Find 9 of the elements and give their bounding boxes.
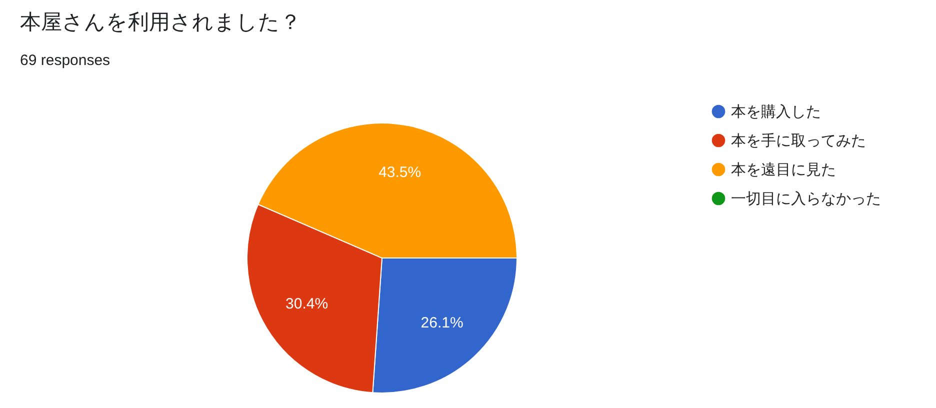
- legend-label: 本を遠目に見た: [731, 162, 836, 178]
- legend-label: 一切目に入らなかった: [731, 190, 881, 208]
- chart-title: 本屋さんを利用されました？: [20, 11, 301, 34]
- text: 69 responses: [20, 52, 110, 69]
- data-label: 26.1%: [420, 314, 464, 332]
- legend-label: 本を購入した: [731, 104, 821, 120]
- data-label: 43.5%: [378, 164, 422, 181]
- legend-label: 本を手に取ってみた: [731, 132, 866, 150]
- data-label: 30.4%: [286, 296, 328, 313]
